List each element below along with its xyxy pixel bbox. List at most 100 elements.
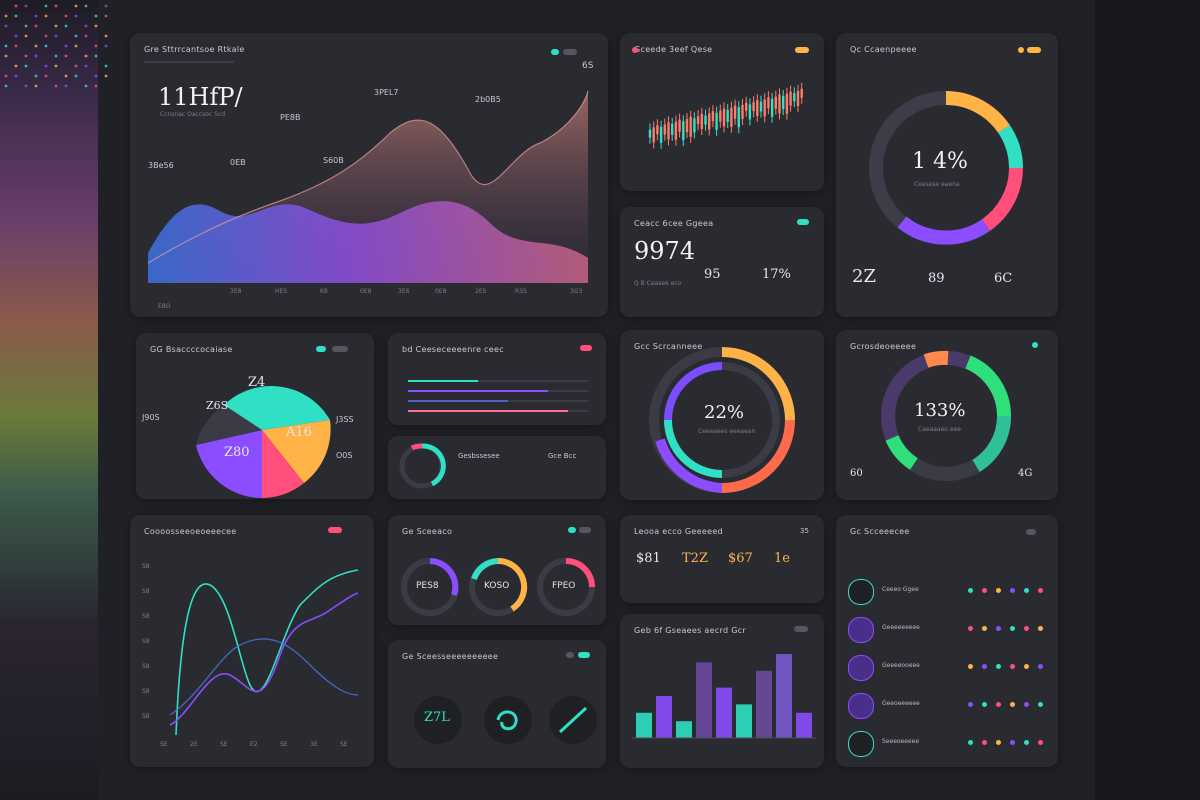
decor-dot (34, 74, 38, 78)
stats-tag: 35 (800, 527, 809, 535)
decor-dot (44, 4, 48, 8)
pie-card[interactable]: GG Bsaccccocaiase Z4 Z6S Z80 A16 J90S J3… (136, 333, 374, 499)
decor-dot (84, 64, 88, 68)
area-peak-label: 2b0B5 (475, 95, 501, 104)
area-chart-card[interactable]: Gre Sttrrcantsoe Rtkale 6S 11HfP/ Ccnsna… (130, 33, 608, 317)
legend-pill (563, 49, 577, 55)
decor-dot (14, 64, 18, 68)
candle-body (741, 105, 744, 119)
list-item[interactable]: Ceeeo Ggee (836, 577, 1058, 605)
area-line (147, 90, 589, 264)
trend-icon (558, 706, 588, 734)
line-chart-card[interactable]: Coooosseeoeoeeecee S8 S8 S8 S8 S8 S8 S8 … (130, 515, 374, 767)
decor-dot (44, 44, 48, 48)
ring-stat: 6C (994, 271, 1013, 286)
gauge-arc-teal (421, 443, 446, 487)
line-chart-svg (169, 569, 359, 736)
kpi-stat: 95 (704, 267, 721, 282)
candle-body (704, 115, 707, 125)
card-subtitle (144, 61, 234, 63)
decor-dot (74, 64, 78, 68)
big-ring-card[interactable]: Qc Ccaenpeeee 1 4% Ceesese eaena 2Z 89 6… (836, 33, 1058, 317)
pie-slice-teal (224, 386, 330, 430)
icons-card[interactable]: Ge Sceesseeeeeeeeee Z7L (388, 640, 606, 768)
candle-body (800, 88, 803, 98)
decor-dot (24, 34, 28, 38)
decor-dot (34, 24, 38, 28)
list-card[interactable]: Gc Scceeecee Ceeeo Ggee Geeeeeeeee Geeeeoo… (836, 515, 1058, 767)
decor-dot (104, 14, 108, 18)
icon-label: Z7L (424, 710, 450, 725)
pie-label: Z6S (206, 399, 229, 412)
gauge-arc-pink (410, 443, 423, 451)
decor-dot (64, 14, 68, 18)
three-rings-card[interactable]: Ge Sceeaco PES8 KOSO FPEO (388, 515, 606, 625)
y-tick: S8 (142, 563, 150, 570)
candle-body (693, 118, 696, 133)
ring2-arc-teal (471, 558, 499, 581)
area-series-front (148, 201, 588, 283)
decor-dot (34, 84, 38, 88)
decor-dot (54, 24, 58, 28)
list-item-icon (848, 579, 874, 605)
seg-orange (923, 350, 949, 368)
candle-body (756, 100, 759, 116)
candle-body (667, 122, 670, 140)
ring-seg-teal (998, 125, 1023, 169)
segmented-ring-card[interactable]: Gcrosdeoeeeee 133% Ceeaaaeo eee 60 4G (836, 330, 1058, 500)
histogram-bar (796, 712, 812, 738)
ring-value: 1 4% (912, 149, 968, 174)
kpi-value: 9974 (634, 237, 695, 265)
x-tick: SE (220, 741, 228, 748)
legend-pill (332, 346, 348, 352)
list-item-dot (1010, 588, 1015, 593)
list-item-dot (982, 740, 987, 745)
decor-dot (14, 44, 18, 48)
legend-pill (1032, 342, 1038, 348)
ring1-arc (429, 558, 459, 596)
decor-dot (84, 34, 88, 38)
decor-dot (84, 4, 88, 8)
histogram-svg (632, 654, 816, 739)
multi-ring-card[interactable]: Gcc Scrcanneee 22% Ceeeaees eeeaean (620, 330, 824, 500)
decor-dot (14, 4, 18, 8)
list-item-dot (1010, 626, 1015, 631)
card-title: Coooosseeoeoeeecee (144, 527, 237, 536)
card-title: Gcc Scrcanneee (634, 342, 703, 351)
list-item-dot (1024, 740, 1029, 745)
small-gauge-card[interactable]: Gesbssesee Gce Bcc (388, 436, 606, 499)
list-item[interactable]: Seeeoeeeee (836, 729, 1058, 757)
candle-body (789, 91, 792, 106)
list-item[interactable]: Geeeeooeee (836, 653, 1058, 681)
candle-body (719, 110, 722, 122)
list-item-dot (968, 588, 973, 593)
progress-bars-card[interactable]: bd Ceeseceeeenre ceec (388, 333, 606, 425)
x-tick: R3S (515, 288, 527, 295)
card-title: Ge Sceeaco (402, 527, 453, 536)
kpi-stat: 17% (762, 267, 791, 282)
candle-body (656, 125, 659, 135)
list-item[interactable]: Geeoeeeeee (836, 691, 1058, 719)
gauge-title: Gesbssesee (458, 452, 500, 460)
left-edge-gradient (0, 0, 98, 800)
list-item-dot (982, 626, 987, 631)
histogram-card[interactable]: Geb 6f Gseaees aecrd Gcr (620, 614, 824, 768)
candle-body (663, 124, 666, 135)
decor-dot (64, 74, 68, 78)
y-tick: S8 (142, 638, 150, 645)
candlestick-card[interactable]: Gceede 3eef Qese (620, 33, 824, 191)
stats-card[interactable]: Leooa ecco Geeeeed 35 $81 T2Z $67 1e (620, 515, 824, 603)
list-item-icon (848, 693, 874, 719)
list-item[interactable]: Geeeeeeeee (836, 615, 1058, 643)
candle-body (763, 99, 766, 117)
legend-pill (1027, 47, 1041, 53)
x-tick: 2ES (475, 288, 487, 295)
x-tick: E8O (158, 303, 171, 310)
histogram-bar (776, 654, 792, 738)
decor-dot (84, 24, 88, 28)
legend-pill (1026, 529, 1036, 535)
kpi-card[interactable]: Ceacc 6cee Ggeea 9974 95 17% Q B Ceasee … (620, 207, 824, 317)
decor-dot (24, 84, 28, 88)
line-series-teal (175, 569, 359, 736)
candle-body (715, 112, 718, 130)
